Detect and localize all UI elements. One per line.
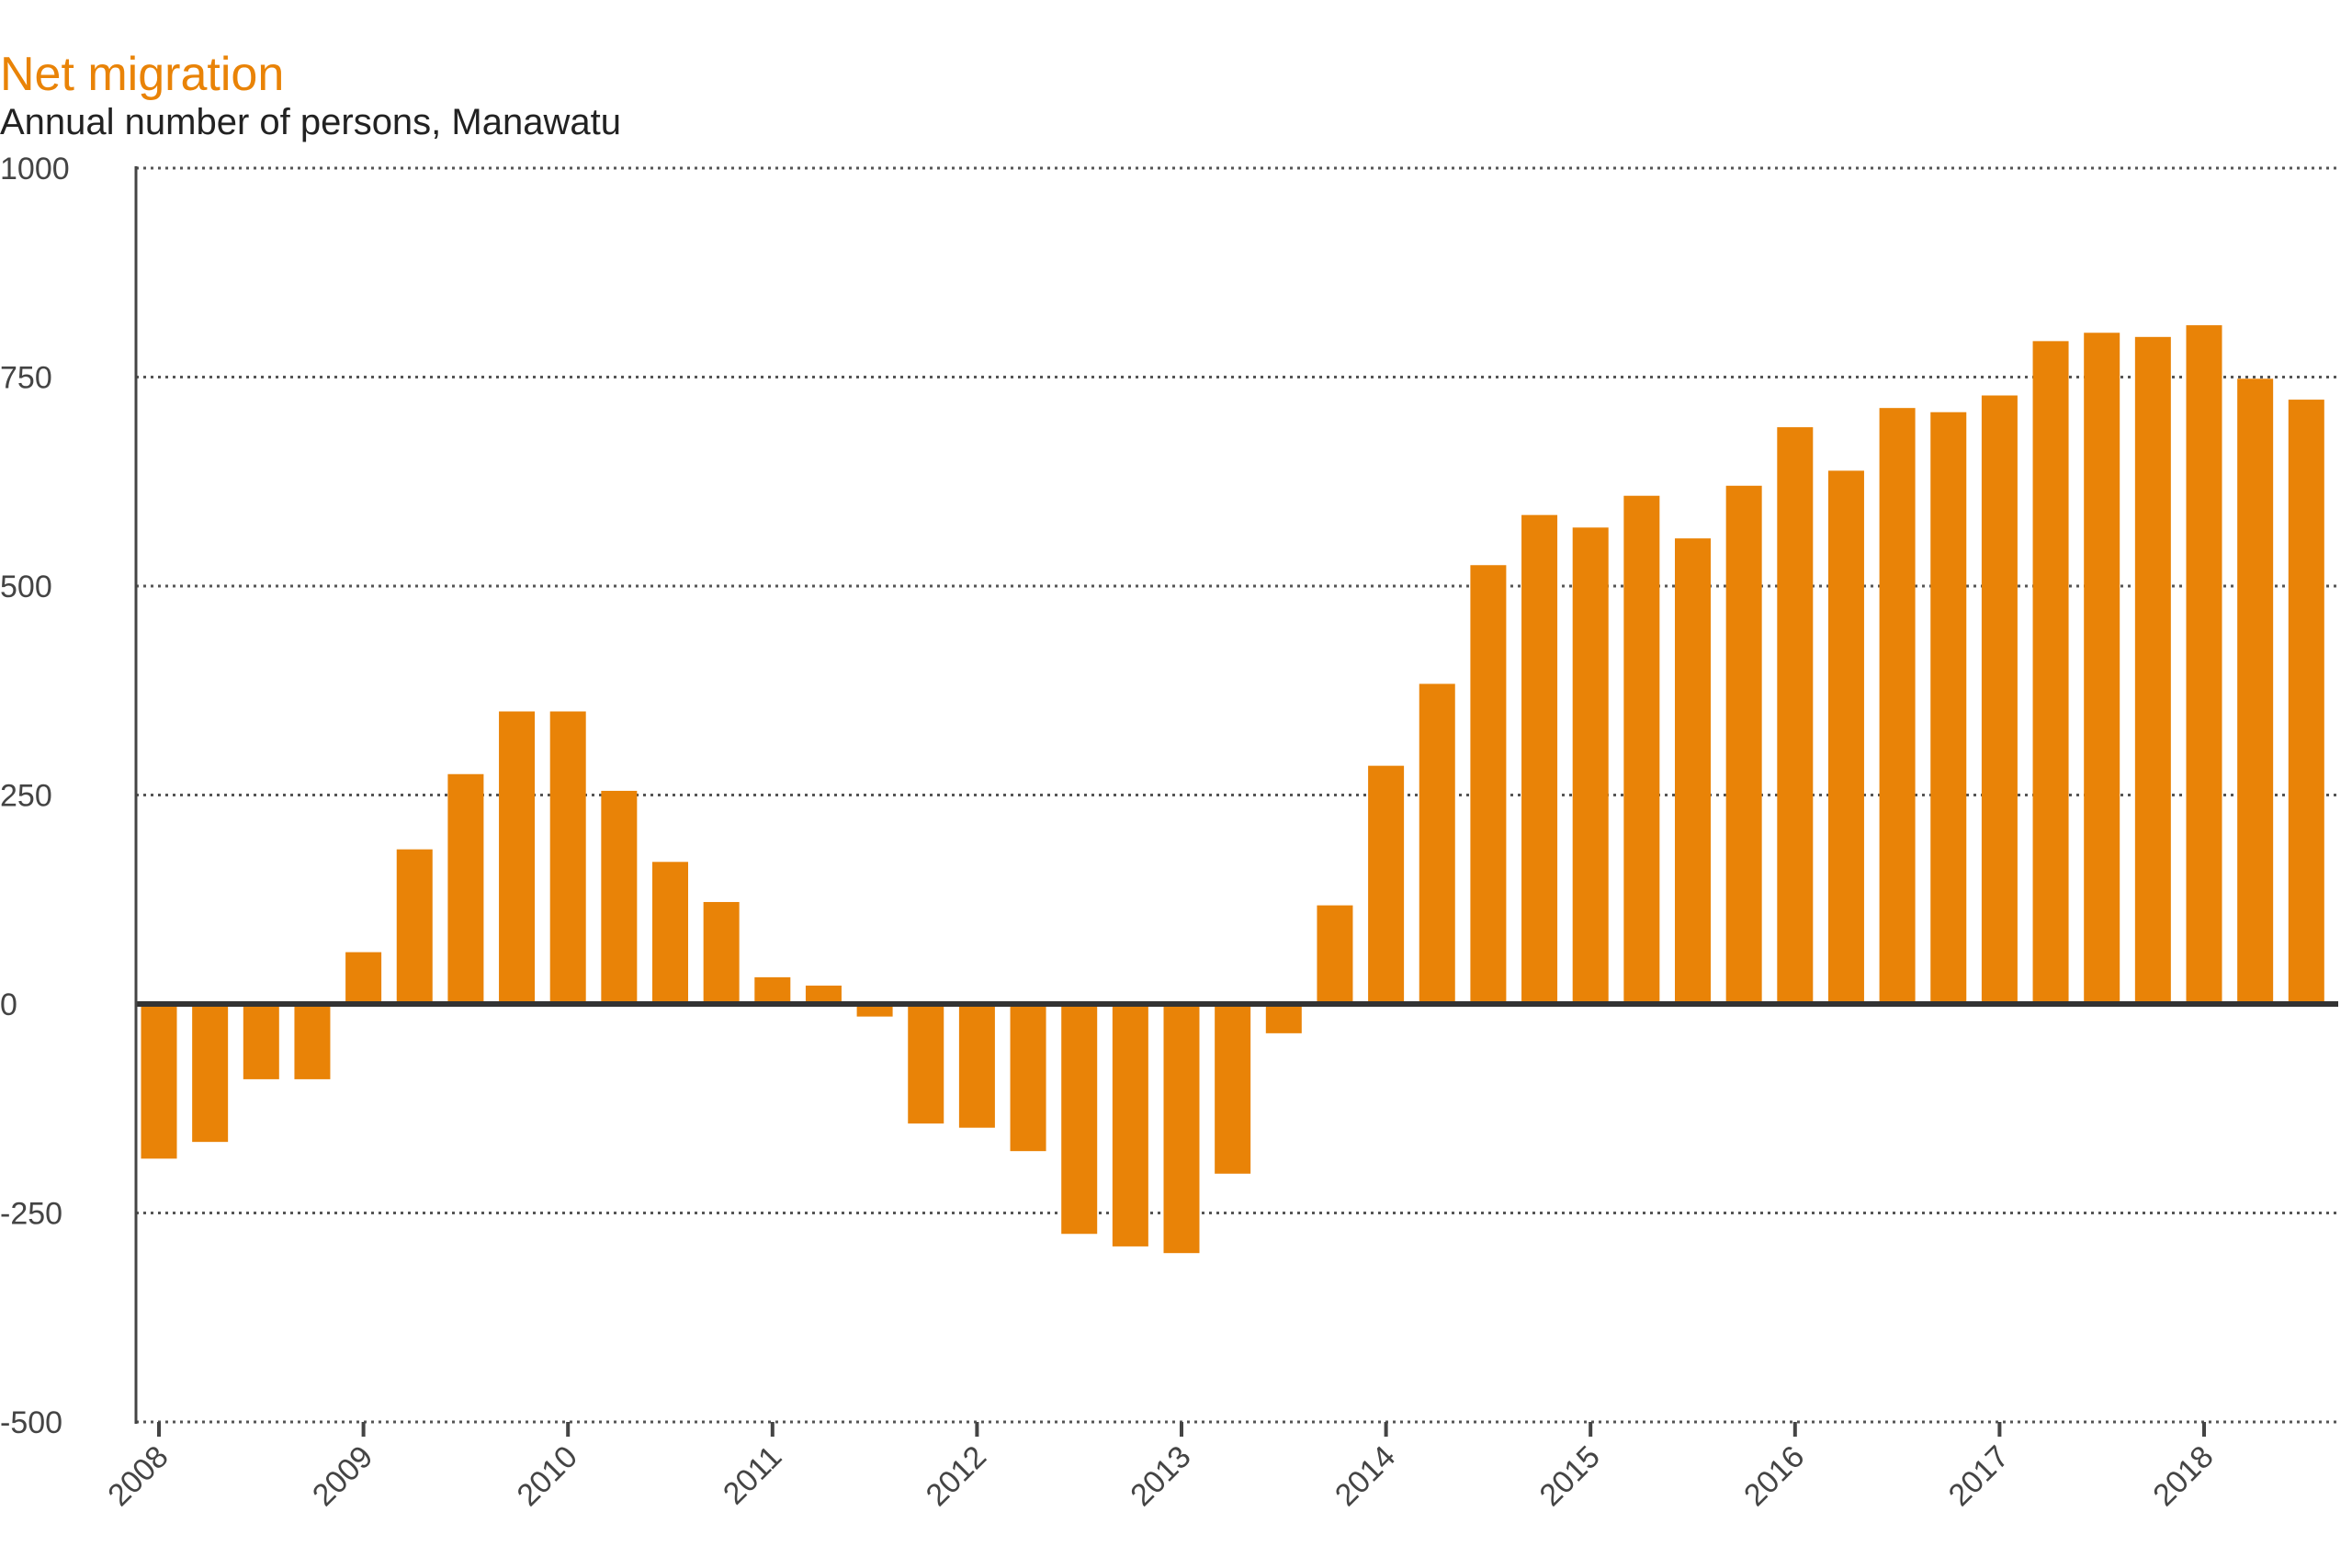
y-tick-label: 500 xyxy=(0,570,52,604)
bar xyxy=(1061,1004,1098,1235)
bar xyxy=(1675,538,1711,1004)
x-tick-label: 2018 xyxy=(2146,1439,2220,1513)
bar xyxy=(2186,325,2222,1005)
bar xyxy=(549,711,586,1004)
x-axis-ticks: 2008 2009 2010 2011 2012 2013 2014 2015 2016 2017… xyxy=(101,1422,2221,1513)
x-tick-label: 2017 xyxy=(1942,1439,2016,1513)
bar xyxy=(1368,765,1405,1004)
bar xyxy=(805,985,842,1004)
x-tick-label: 2012 xyxy=(920,1439,993,1513)
bar xyxy=(652,862,688,1004)
bar xyxy=(2032,341,2069,1004)
bar xyxy=(141,1004,177,1159)
y-tick-label: 750 xyxy=(0,361,52,396)
y-axis-ticks: 1000 750 500 250 0 -250 -500 xyxy=(0,152,70,1440)
bar xyxy=(1930,412,1967,1005)
x-tick-label: 2016 xyxy=(1737,1439,1811,1513)
bar xyxy=(1827,470,1864,1004)
bar xyxy=(1112,1004,1148,1247)
bar xyxy=(1265,1004,1302,1033)
bar xyxy=(908,1004,944,1124)
x-tick-label: 2010 xyxy=(511,1439,584,1513)
x-tick-label: 2009 xyxy=(306,1439,379,1513)
axes xyxy=(134,166,2338,1424)
bar xyxy=(601,790,638,1004)
bar xyxy=(1572,527,1609,1004)
bar xyxy=(1163,1004,1200,1254)
bar xyxy=(2084,333,2120,1004)
bar xyxy=(856,1004,893,1017)
bar xyxy=(1010,1004,1046,1152)
bar xyxy=(2237,378,2274,1004)
bar xyxy=(1215,1004,1251,1174)
bar xyxy=(345,952,382,1004)
y-tick-label: -500 xyxy=(0,1405,62,1440)
x-tick-label: 2013 xyxy=(1124,1439,1197,1513)
y-tick-label: 1000 xyxy=(0,152,70,186)
x-tick-label: 2014 xyxy=(1329,1439,1402,1513)
bars xyxy=(141,325,2324,1254)
bar xyxy=(447,773,484,1004)
bar xyxy=(1777,427,1814,1005)
bar xyxy=(294,1004,331,1079)
y-tick-label: 250 xyxy=(0,779,52,814)
bar xyxy=(2288,400,2324,1004)
bar xyxy=(499,711,536,1004)
y-tick-label: -250 xyxy=(0,1197,62,1232)
x-tick-label: 2011 xyxy=(717,1439,789,1512)
y-tick-label: 0 xyxy=(0,987,17,1022)
bar xyxy=(1623,495,1660,1004)
bar xyxy=(1981,395,2018,1004)
bar xyxy=(754,976,791,1004)
chart-title: Net migration xyxy=(0,48,284,101)
x-tick-label: 2008 xyxy=(101,1439,175,1513)
chart-subtitle: Annual number of persons, Manawatu xyxy=(0,102,621,142)
bar xyxy=(1419,683,1455,1004)
bar xyxy=(243,1004,279,1079)
bar xyxy=(2134,336,2171,1004)
x-tick-label: 2015 xyxy=(1533,1439,1607,1513)
bar xyxy=(958,1004,995,1128)
bar xyxy=(1317,905,1353,1004)
bar xyxy=(1879,408,1916,1004)
bar xyxy=(192,1004,229,1143)
bar xyxy=(1470,565,1507,1004)
bar xyxy=(703,901,740,1004)
bar xyxy=(396,849,433,1004)
bar xyxy=(1725,485,1762,1004)
bar xyxy=(1521,514,1558,1004)
